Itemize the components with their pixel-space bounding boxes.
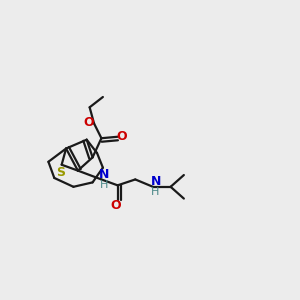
Text: H: H — [151, 187, 160, 197]
Text: N: N — [99, 168, 110, 181]
Text: O: O — [83, 116, 94, 128]
Text: H: H — [100, 180, 108, 190]
Text: N: N — [151, 175, 161, 188]
Text: O: O — [117, 130, 127, 143]
Text: S: S — [56, 166, 65, 178]
Text: O: O — [111, 199, 122, 212]
